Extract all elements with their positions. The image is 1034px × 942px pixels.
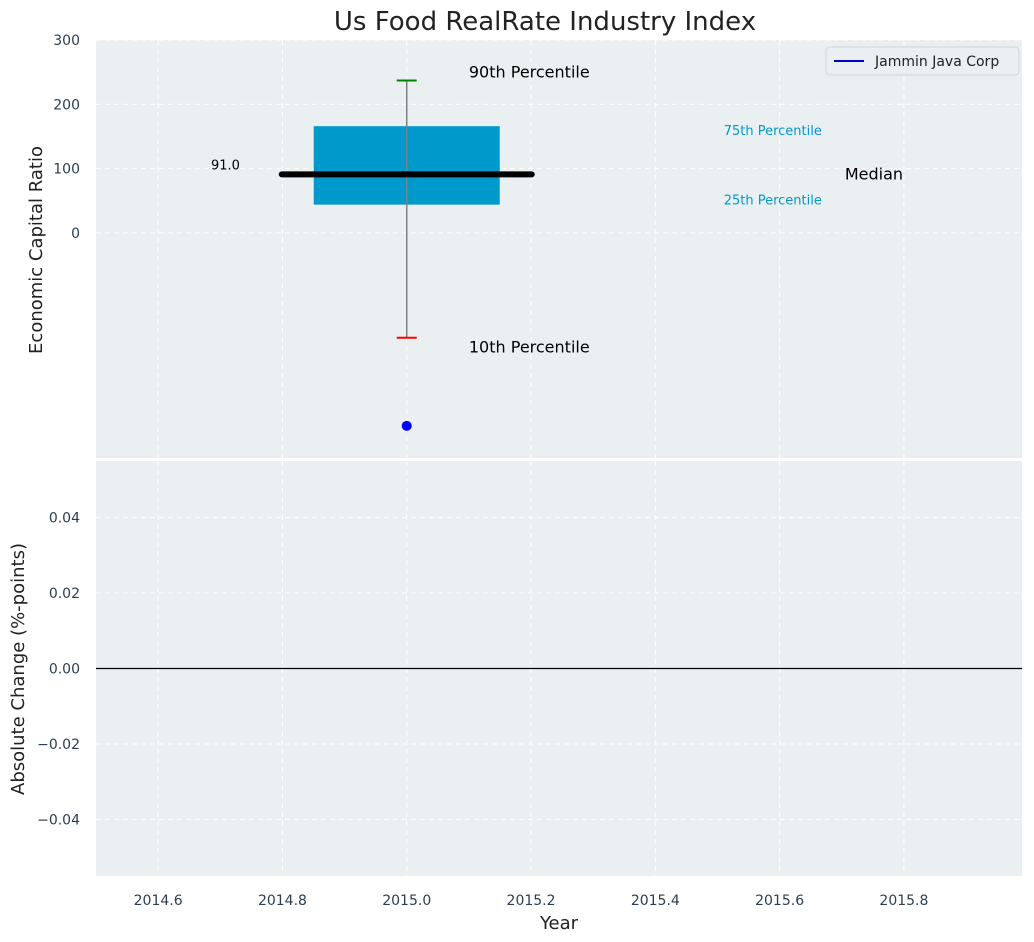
p75-annotation: 75th Percentile <box>724 124 822 139</box>
top-panel: 300 200 100 0 90th Percentile 75th Percenti… <box>26 33 1022 458</box>
bottom-y-tick-label: 0.00 <box>49 662 80 678</box>
bottom-panel: 0.04 0.02 0.00 −0.02 −0.04 2014.6 2014.8 2015.… <box>8 461 1022 934</box>
bottom-y-ticks: 0.04 0.02 0.00 −0.02 −0.04 <box>37 511 80 829</box>
x-axis-label: Year <box>539 913 579 934</box>
p10-annotation: 10th Percentile <box>469 338 590 357</box>
bottom-y-axis-label: Absolute Change (%-points) <box>8 543 29 795</box>
x-tick-label: 2015.8 <box>879 893 928 909</box>
top-y-tick-label: 200 <box>53 97 80 113</box>
top-y-ticks: 300 200 100 0 <box>53 33 80 242</box>
x-tick-label: 2015.0 <box>382 893 431 909</box>
top-marks <box>278 79 535 431</box>
bottom-y-tick-label: −0.02 <box>37 737 80 753</box>
company-point <box>401 420 412 431</box>
legend: Jammin Java Corp <box>825 46 1020 76</box>
top-y-tick-label: 0 <box>71 226 80 242</box>
p25-annotation: 25th Percentile <box>724 194 822 209</box>
x-tick-label: 2014.8 <box>258 893 307 909</box>
legend-frame <box>825 46 1020 76</box>
top-y-axis-label: Economic Capital Ratio <box>26 146 47 354</box>
bottom-y-tick-label: −0.04 <box>37 812 80 828</box>
x-tick-label: 2014.6 <box>134 893 183 909</box>
top-annotations: 90th Percentile 75th Percentile Median 2… <box>211 63 903 357</box>
top-plot-area <box>96 40 1022 458</box>
chart-title: Us Food RealRate Industry Index <box>334 7 756 37</box>
x-tick-label: 2015.2 <box>507 893 556 909</box>
p90-annotation: 90th Percentile <box>469 63 590 82</box>
top-y-tick-label: 300 <box>53 33 80 49</box>
median-annotation: Median <box>845 164 903 183</box>
legend-label: Jammin Java Corp <box>874 54 999 70</box>
bottom-y-tick-label: 0.02 <box>49 586 80 602</box>
median-value-label: 91.0 <box>211 158 240 173</box>
top-horizontal-grid <box>96 39 1022 234</box>
x-tick-label: 2015.6 <box>755 893 804 909</box>
x-ticks: 2014.6 2014.8 2015.0 2015.2 2015.4 2015.6 2015… <box>134 893 929 909</box>
top-y-tick-label: 100 <box>53 162 80 178</box>
bottom-y-tick-label: 0.04 <box>49 511 80 527</box>
x-tick-label: 2015.4 <box>631 893 680 909</box>
